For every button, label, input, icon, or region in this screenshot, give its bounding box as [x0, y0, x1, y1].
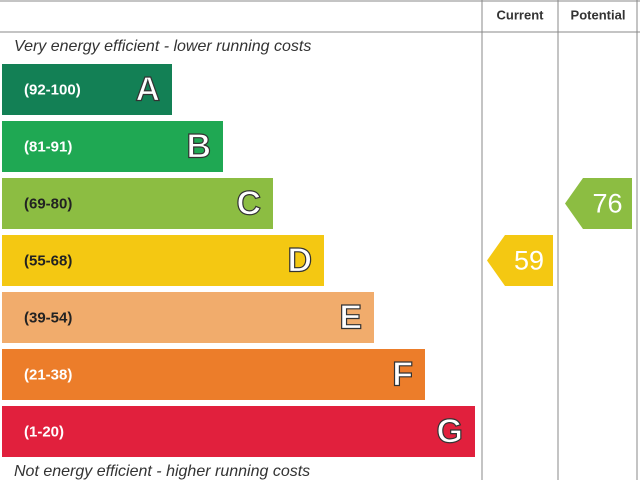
band [2, 64, 172, 115]
band-letter: G [437, 412, 463, 450]
band-letter: D [287, 241, 312, 279]
band-letter: F [392, 355, 413, 393]
band-range: (39-54) [24, 309, 72, 326]
top-note: Very energy efficient - lower running co… [14, 38, 311, 55]
band-range: (1-20) [24, 423, 64, 440]
column-header: Current [497, 7, 545, 22]
rating-value: 76 [592, 189, 622, 219]
bottom-note: Not energy efficient - higher running co… [14, 463, 310, 480]
band-range: (21-38) [24, 366, 72, 383]
rating-arrow [487, 235, 553, 286]
rating-value: 59 [514, 246, 544, 276]
band [2, 292, 374, 343]
band-range: (92-100) [24, 81, 81, 98]
band [2, 121, 223, 172]
band-range: (81-91) [24, 138, 72, 155]
band [2, 235, 324, 286]
band [2, 349, 425, 400]
band-letter: C [236, 184, 261, 222]
column-header: Potential [571, 7, 626, 22]
band [2, 178, 273, 229]
rating-arrow [565, 178, 632, 229]
band-letter: A [135, 70, 160, 108]
band-letter: B [186, 127, 211, 165]
band-range: (69-80) [24, 195, 72, 212]
band-letter: E [339, 298, 362, 336]
band [2, 406, 475, 457]
band-range: (55-68) [24, 252, 72, 269]
